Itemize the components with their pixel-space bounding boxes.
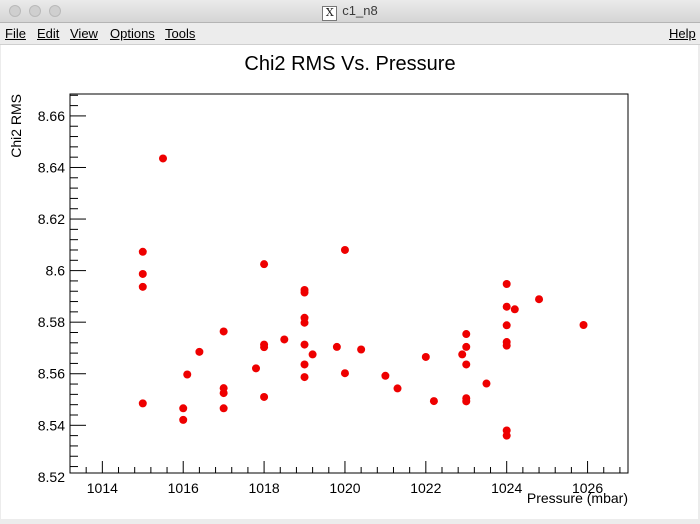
data-point — [308, 350, 317, 359]
x-tick-label: 1024 — [491, 480, 522, 496]
x-tick-label: 1020 — [329, 480, 360, 496]
data-point — [138, 247, 147, 256]
y-tick-label: 8.54 — [38, 417, 65, 433]
x-axis-label: Pressure (mbar) — [527, 490, 628, 506]
window-title-text: c1_n8 — [342, 3, 378, 18]
data-point — [260, 392, 269, 401]
scatter-chart[interactable]: Chi2 RMS Vs. Pressure 1014 1016 1018 1020 10… — [1, 45, 698, 519]
menu-help[interactable]: Help — [669, 26, 696, 41]
data-point — [340, 245, 349, 254]
data-point — [502, 431, 511, 440]
data-point — [300, 340, 309, 349]
y-tick-label: 8.62 — [38, 211, 65, 227]
data-point — [219, 389, 228, 398]
menu-options[interactable]: Options — [110, 26, 155, 41]
y-axis-label: Chi2 RMS — [8, 94, 24, 158]
data-point — [393, 384, 402, 393]
data-point — [159, 154, 167, 163]
data-point — [138, 282, 147, 291]
menu-tools[interactable]: Tools — [165, 26, 196, 41]
menu-view[interactable]: View — [70, 26, 98, 41]
data-point — [429, 397, 438, 406]
x-tick-label: 1016 — [168, 480, 199, 496]
data-point — [183, 370, 192, 379]
data-point — [179, 404, 188, 413]
data-point — [280, 335, 289, 344]
y-tick-label: 8.56 — [38, 366, 65, 382]
data-point — [535, 295, 544, 304]
data-point — [340, 369, 349, 378]
menu-file[interactable]: File — [5, 26, 26, 41]
data-point — [219, 404, 228, 413]
data-point — [381, 371, 390, 380]
data-point — [260, 343, 269, 352]
data-point — [179, 415, 188, 424]
plot-frame — [69, 93, 629, 474]
data-point — [502, 341, 511, 350]
data-point — [510, 305, 519, 314]
x-axis: 1014 1016 1018 1020 1022 1024 1026 — [69, 461, 621, 496]
x11-app-icon: X — [322, 6, 338, 21]
x-tick-label: 1014 — [87, 480, 118, 496]
zoom-window-button[interactable] — [49, 5, 61, 17]
y-tick-label: 8.58 — [38, 314, 65, 330]
data-point — [300, 373, 309, 382]
menu-edit[interactable]: Edit — [37, 26, 60, 41]
plot-canvas[interactable]: Chi2 RMS Vs. Pressure 1014 1016 1018 1020 10… — [1, 45, 698, 519]
data-point — [502, 321, 511, 330]
x-tick-label: 1022 — [410, 480, 441, 496]
x-tick-label: 1018 — [249, 480, 280, 496]
y-tick-label: 8.6 — [46, 263, 66, 279]
data-point — [300, 288, 309, 297]
data-point — [458, 350, 467, 359]
data-point — [462, 360, 471, 369]
data-point — [502, 302, 511, 311]
data-point — [482, 379, 491, 388]
data-point — [462, 397, 471, 406]
data-point — [579, 321, 588, 330]
data-point — [252, 364, 260, 373]
data-point — [219, 327, 228, 336]
data-point — [138, 269, 147, 278]
data-point — [462, 330, 471, 339]
data-point — [462, 342, 471, 351]
menu-bar: File Edit View Options Tools Help — [0, 23, 700, 45]
y-tick-label: 8.52 — [38, 469, 65, 485]
chart-title: Chi2 RMS Vs. Pressure — [244, 53, 455, 75]
data-point — [357, 345, 366, 354]
data-point — [260, 260, 269, 269]
data-point — [138, 399, 147, 408]
minimize-window-button[interactable] — [29, 5, 41, 17]
data-point — [332, 342, 341, 351]
x-tick-label: 1026 — [572, 480, 603, 496]
close-window-button[interactable] — [9, 5, 21, 17]
data-point — [502, 280, 511, 289]
y-axis: 8.52 8.54 8.56 8.58 8.6 8.62 8.64 8.66 — [38, 94, 86, 485]
data-point — [300, 318, 309, 327]
data-points — [138, 154, 588, 440]
data-point — [300, 360, 309, 369]
data-point — [421, 352, 430, 361]
y-tick-label: 8.66 — [38, 108, 65, 124]
data-point — [195, 347, 204, 356]
y-tick-label: 8.64 — [38, 159, 65, 175]
